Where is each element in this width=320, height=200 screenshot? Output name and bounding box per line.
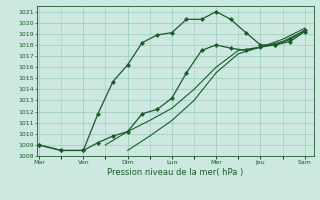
X-axis label: Pression niveau de la mer( hPa ): Pression niveau de la mer( hPa ) — [107, 168, 243, 177]
